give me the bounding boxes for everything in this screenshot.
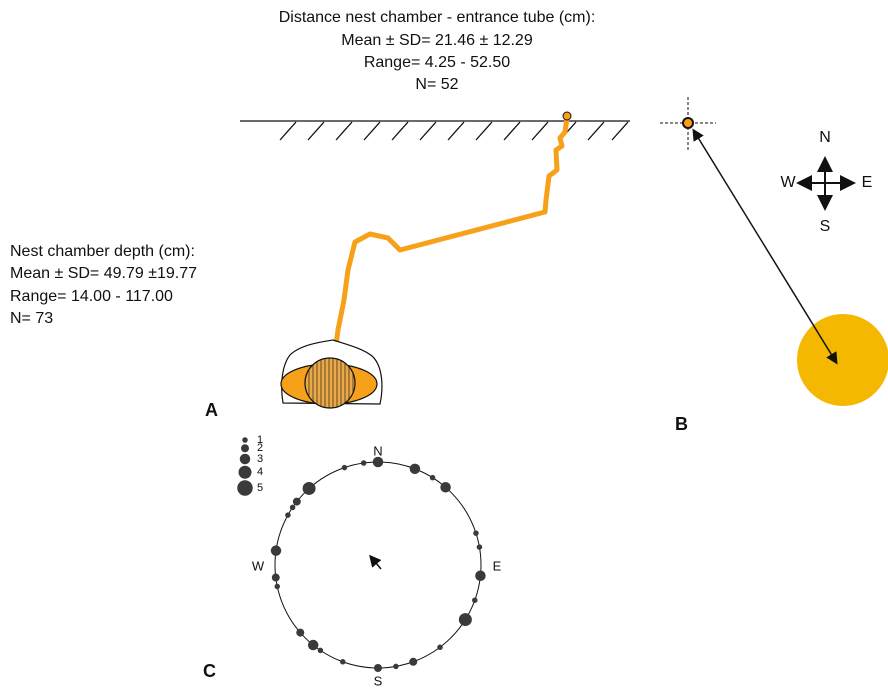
distance-stats: Distance nest chamber - entrance tube (c… [279,9,596,93]
count-dot [342,465,348,471]
count-dot [409,658,417,666]
chamber-core [305,358,355,408]
mean-direction [371,557,381,569]
compass-label: W [780,174,796,191]
count-dot [293,498,301,506]
panel-label: A [205,400,218,420]
compass-label: W [252,558,265,573]
stat-line: Range= 14.00 - 117.00 [10,288,173,305]
direction-arrow [694,131,836,362]
count-dot [340,659,346,665]
count-dot [285,512,291,518]
count-dot [475,571,486,582]
count-dot [272,574,280,582]
legend-label: 3 [257,453,263,465]
count-dot [290,505,296,511]
count-dot [303,482,316,495]
compass-label: N [373,443,382,458]
legend-dot [242,437,248,443]
stat-line: Distance nest chamber - entrance tube (c… [279,9,596,26]
legend-dot [241,444,249,452]
count-dot [308,640,319,651]
stat-line: Range= 4.25 - 52.50 [364,54,510,71]
compass-label: E [493,558,502,573]
compass [800,160,852,207]
count-dot [373,457,384,468]
legend-dot [237,480,253,496]
count-dot [473,530,479,536]
compass-label: E [862,174,873,191]
stat-line: Mean ± SD= 21.46 ± 12.29 [341,32,533,49]
panel-label: B [675,414,688,434]
legend-label: 5 [257,482,263,494]
points [271,457,486,672]
compass-label: N [819,129,831,146]
count-dot [393,664,399,670]
stat-line: Nest chamber depth (cm): [10,243,195,260]
legend-label: 4 [257,466,263,478]
count-dot [374,664,382,672]
count-dot [430,475,436,481]
count-dot [275,584,281,590]
count-dot [440,482,451,493]
entrance [683,118,693,128]
depth-stats: Nest chamber depth (cm): Mean ± SD= 49.7… [10,243,197,327]
entrance [563,112,571,120]
count-dot [472,597,478,603]
compass-label: S [374,673,383,688]
stat-line: Mean ± SD= 49.79 ±19.77 [10,265,197,282]
compass-label: S [820,218,831,235]
stat-line: N= 73 [10,310,53,327]
tunnel [336,118,567,345]
legend-dot [239,466,252,479]
count-dot [271,545,282,556]
legend-dot [240,454,251,465]
count-dot [477,544,483,550]
count-dot [459,613,472,626]
count-dot [318,648,324,654]
count-dot [437,645,443,651]
count-dot [361,460,367,466]
ground [240,121,630,140]
stat-line: N= 52 [415,76,458,93]
panel-label: C [203,661,216,681]
chamber [797,314,888,406]
figure: Distance nest chamber - entrance tube (c… [0,0,888,690]
count-dot [296,629,304,637]
count-dot [410,464,421,475]
